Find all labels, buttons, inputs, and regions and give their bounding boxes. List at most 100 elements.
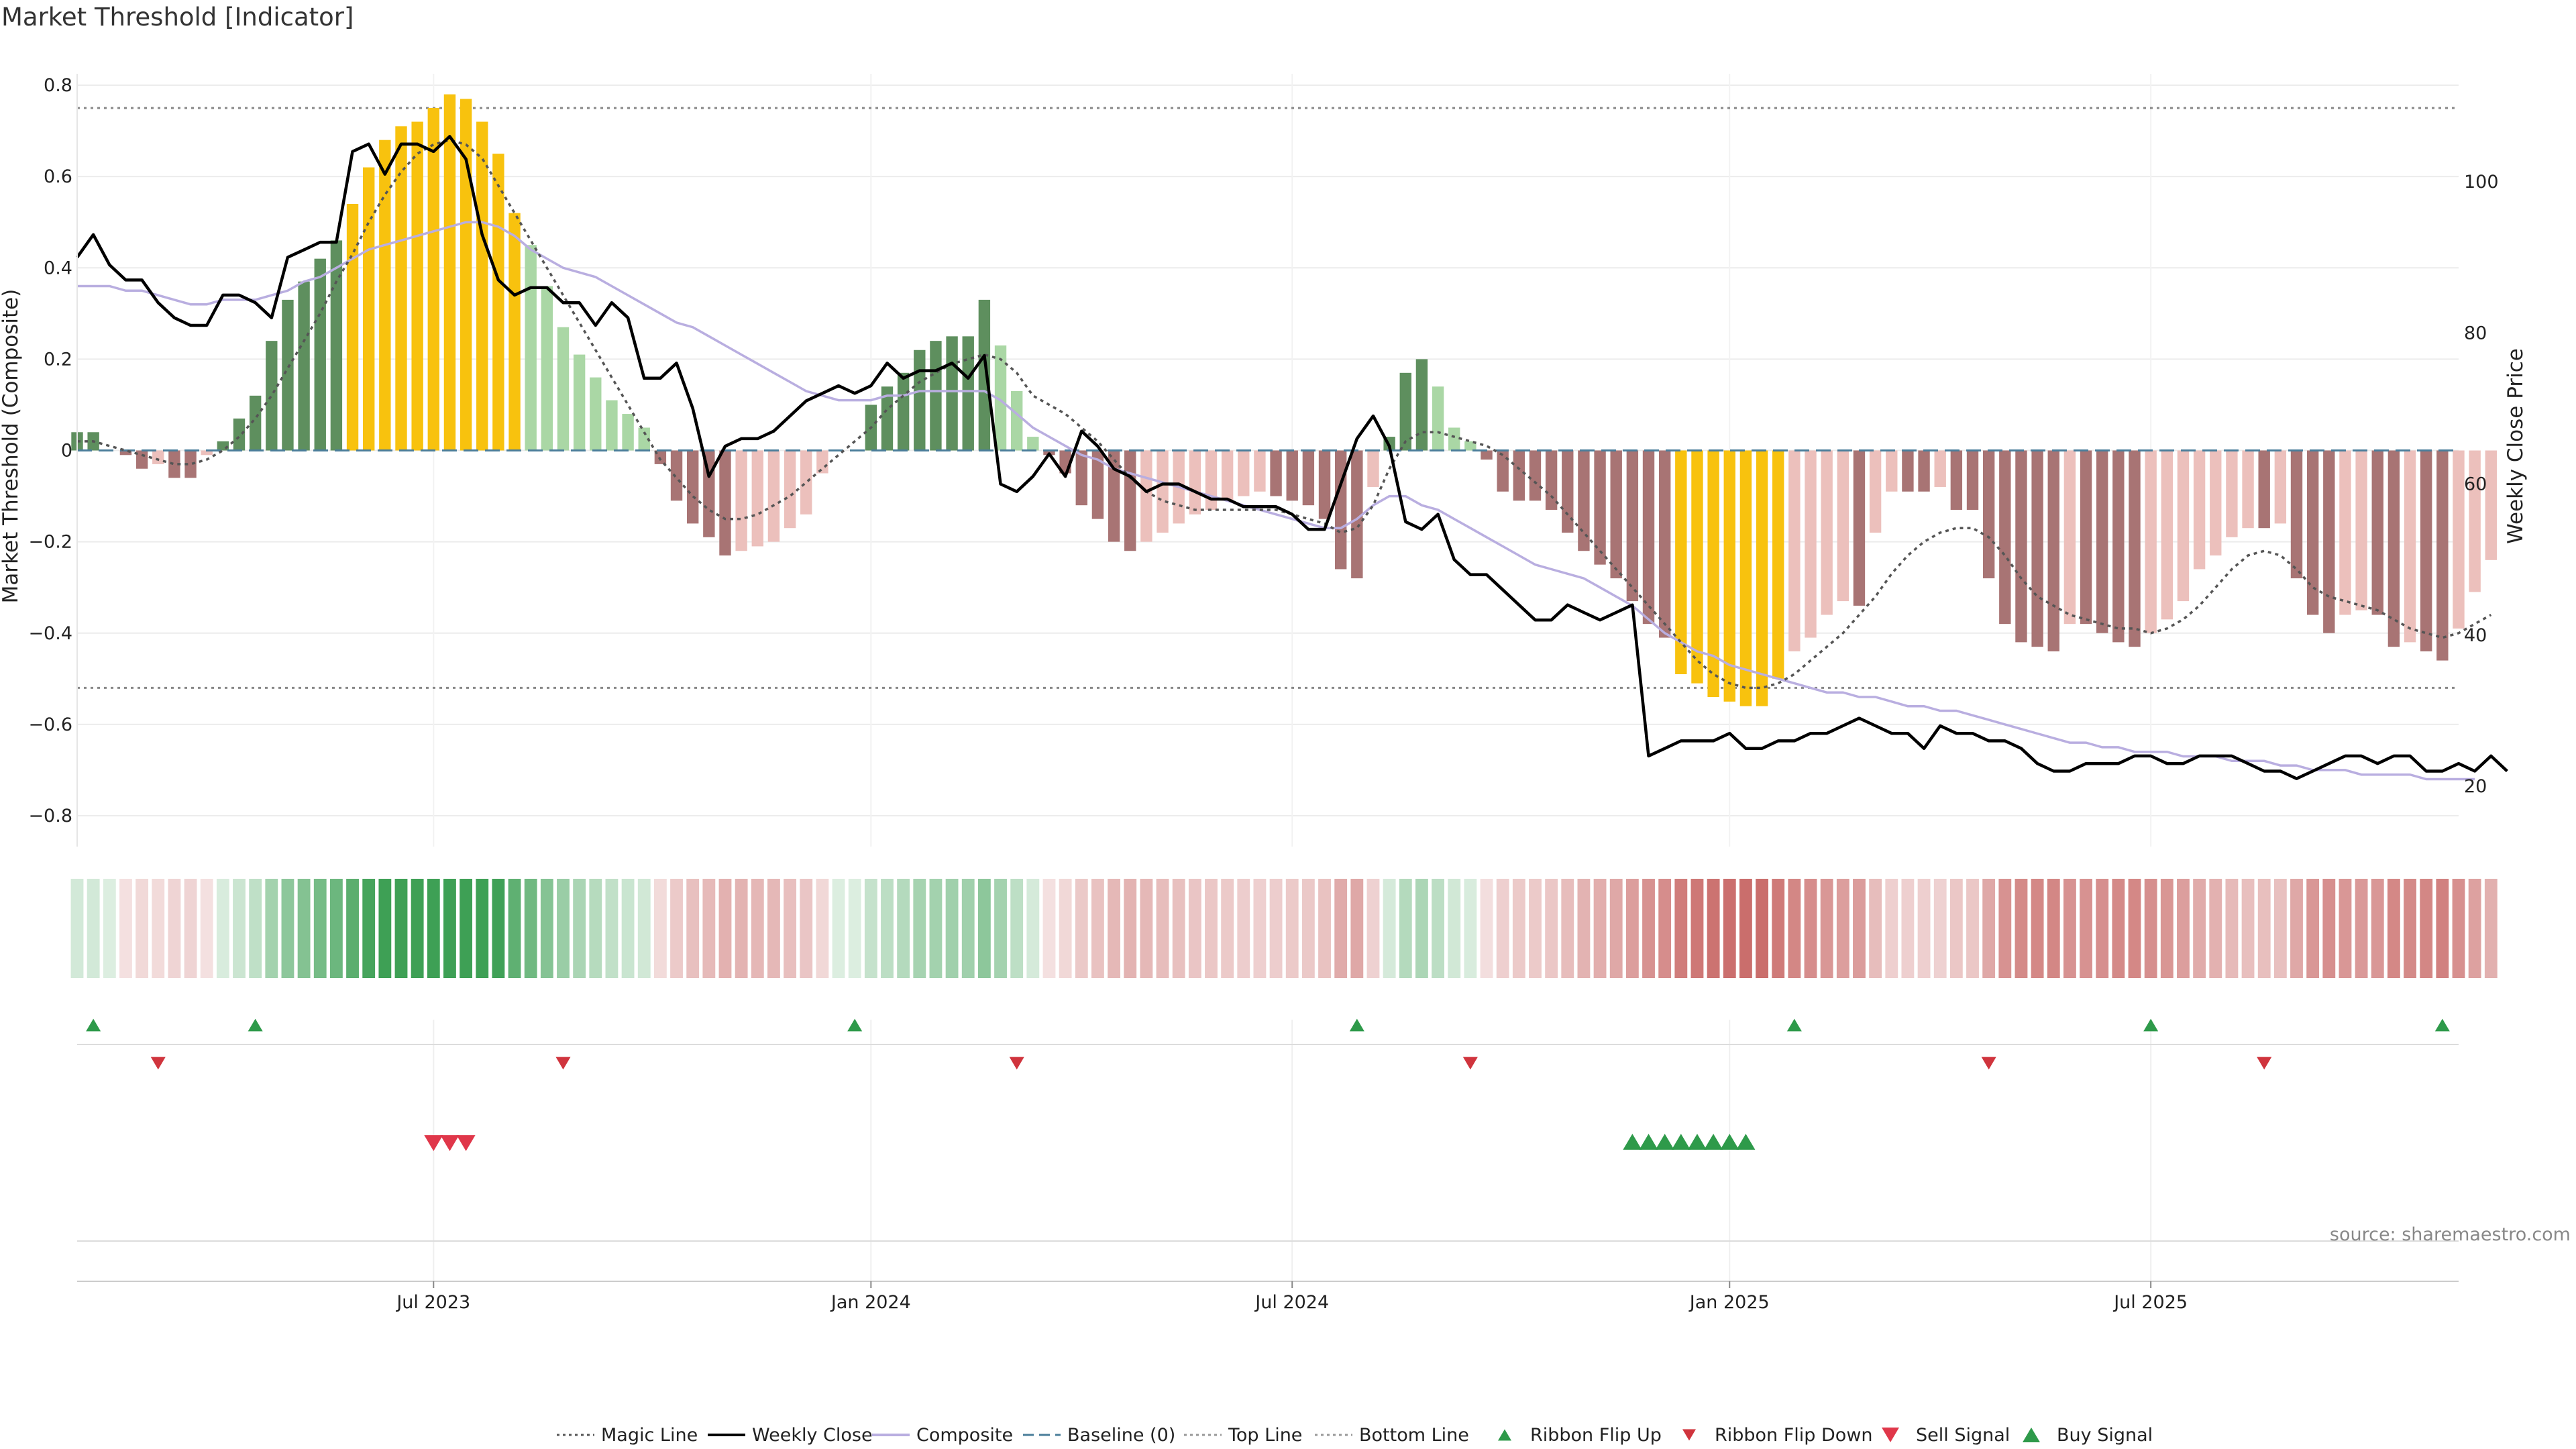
- ribbon-cell: [1464, 879, 1477, 978]
- histogram-bar: [2015, 450, 2027, 643]
- signal-markers: [77, 1134, 2459, 1242]
- histogram-bar: [1189, 450, 1201, 515]
- ribbon-cell: [87, 879, 100, 978]
- ribbon-cell: [2080, 879, 2092, 978]
- ribbon-cell: [2484, 879, 2498, 978]
- weekly-close-line: [76, 135, 2508, 780]
- ribbon-cell: [686, 879, 700, 978]
- legend-label: Buy Signal: [2057, 1425, 2153, 1446]
- ribbon-cell: [1366, 879, 1380, 978]
- ribbon-cell: [1836, 879, 1849, 978]
- ribbon-cell: [945, 879, 959, 978]
- histogram-bar: [1091, 450, 1104, 519]
- y-tick-label: 0.8: [44, 75, 72, 96]
- histogram-bar: [233, 418, 246, 451]
- ribbon-cell: [573, 879, 586, 978]
- ribbon-cell: [816, 879, 829, 978]
- ribbon-cell: [70, 879, 84, 978]
- legend-item: Magic Line: [557, 1425, 698, 1446]
- histogram-bar: [2177, 450, 2190, 602]
- histogram-bar: [168, 450, 180, 478]
- histogram-bar: [1723, 450, 1735, 702]
- composite-line: [77, 221, 2475, 781]
- histogram-bar: [411, 121, 423, 451]
- ribbon-cell: [508, 879, 521, 978]
- legend-label: Composite: [916, 1425, 1013, 1446]
- ribbon-cell: [1075, 879, 1088, 978]
- ribbon-cell: [136, 879, 149, 978]
- ribbon-cell: [168, 879, 181, 978]
- y-right-tick-label: 80: [2464, 323, 2487, 343]
- ribbon-cell: [2209, 879, 2222, 978]
- histogram-bar: [800, 450, 812, 515]
- ribbon-cell: [1723, 879, 1736, 978]
- histogram-bar: [476, 121, 488, 451]
- ribbon-cell: [313, 879, 327, 978]
- ribbon-cell: [864, 879, 877, 978]
- ribbon-cell: [1642, 879, 1655, 978]
- legend-swatch: [1498, 1429, 1511, 1441]
- ribbon-cell: [200, 879, 213, 978]
- ribbon-flip-up-marker: [1786, 1018, 1802, 1032]
- ribbon-cell: [2420, 879, 2433, 978]
- histogram-bar: [2145, 450, 2157, 633]
- legend-label: Top Line: [1228, 1425, 1302, 1446]
- ribbon-cell: [1933, 879, 1947, 978]
- ribbon-cell: [848, 879, 861, 978]
- legend-label: Ribbon Flip Down: [1715, 1425, 1873, 1446]
- ribbon-cell: [1512, 879, 1525, 978]
- ribbon-cell: [1869, 879, 1882, 978]
- ribbon-cell: [977, 879, 991, 978]
- histogram-bar: [881, 386, 894, 451]
- ribbon-cell: [702, 879, 716, 978]
- histogram-bar: [119, 450, 132, 455]
- legend-label: Ribbon Flip Up: [1530, 1425, 1662, 1446]
- histogram-bar: [606, 400, 618, 451]
- chart-title: Market Threshold [Indicator]: [1, 3, 354, 32]
- ribbon-cell: [1625, 879, 1639, 978]
- histogram-bar: [1529, 450, 1542, 501]
- ribbon-cell: [929, 879, 943, 978]
- legend-item: Ribbon Flip Down: [1682, 1425, 1873, 1446]
- ribbon-cell: [735, 879, 748, 978]
- x-tick-label: Jul 2025: [2112, 1292, 2188, 1313]
- ribbon-cell: [800, 879, 813, 978]
- ribbon-cell: [297, 879, 311, 978]
- ribbon-cell: [653, 879, 667, 978]
- y-tick-label: −0.8: [28, 806, 72, 826]
- y-tick-label: −0.2: [28, 532, 72, 553]
- ribbon-cell: [1820, 879, 1833, 978]
- sell-signal-marker: [440, 1135, 460, 1151]
- ribbon-cell: [718, 879, 732, 978]
- histogram-bar: [298, 281, 310, 451]
- axes: 0.8 0.6 0.4 0.2 0 −0.2 −0.4 −0.6 −0.8 100 80 60 40 20: [28, 74, 2499, 847]
- y-axis-label-right: Weekly Close Price: [2504, 348, 2528, 544]
- histogram-bar: [492, 154, 504, 451]
- ribbon-flip-markers: [77, 1018, 2459, 1070]
- ribbon-cell: [1221, 879, 1234, 978]
- histogram-bar: [2129, 450, 2141, 647]
- ribbon-cell: [751, 879, 764, 978]
- sell-signal-marker: [424, 1135, 443, 1151]
- histogram-bar: [1497, 450, 1509, 492]
- histogram-bar: [914, 350, 926, 451]
- ribbon-cell: [1188, 879, 1201, 978]
- legend-swatch: [1882, 1427, 1899, 1443]
- histogram-bar: [1691, 450, 1703, 684]
- ribbon-cell: [881, 879, 894, 978]
- histogram-bar: [1238, 450, 1250, 496]
- ribbon-cell: [2355, 879, 2368, 978]
- histogram-bar: [1772, 450, 1784, 679]
- ribbon-cell: [913, 879, 926, 978]
- y-tick-label: 0: [61, 441, 72, 462]
- histogram-bar: [152, 450, 164, 464]
- ribbon-cell: [1026, 879, 1040, 978]
- series-lines: [76, 135, 2508, 781]
- histogram-bar: [1594, 450, 1606, 565]
- histogram-bar: [1805, 450, 1817, 638]
- ribbon-cell: [1334, 879, 1348, 978]
- histogram-bar: [2371, 450, 2383, 615]
- ribbon-cell: [2468, 879, 2481, 978]
- ribbon-cell: [216, 879, 229, 978]
- histogram-bar: [266, 341, 278, 451]
